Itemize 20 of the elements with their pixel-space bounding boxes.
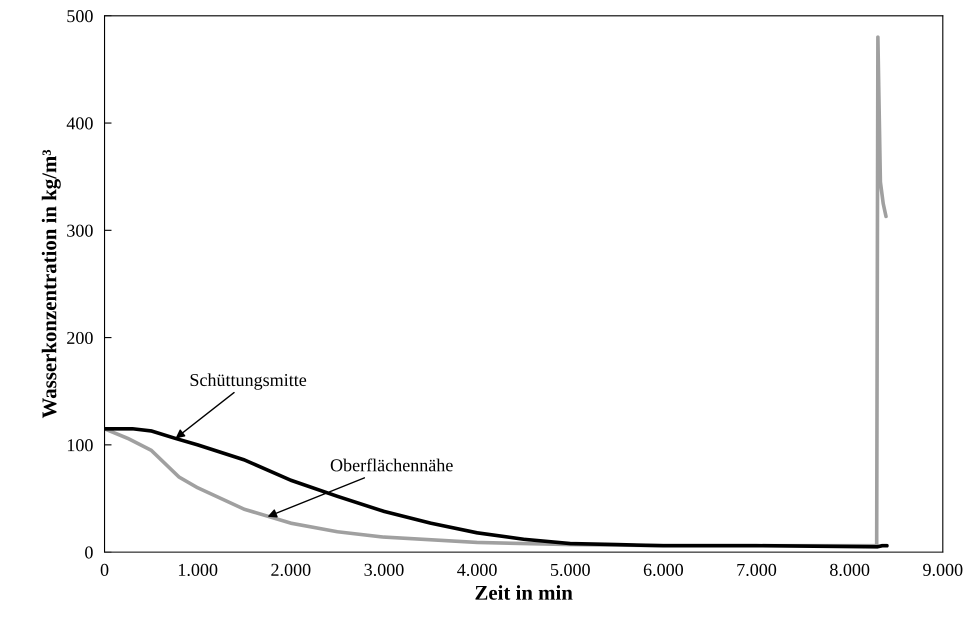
- x-tick-label: 7.000: [737, 564, 776, 576]
- annotation: Schüttungsmitte: [190, 373, 306, 390]
- y-tick-label: 200: [67, 332, 93, 344]
- x-tick-label: 2.000: [271, 564, 310, 576]
- y-tick-label: 100: [68, 439, 93, 452]
- x-tick-label: 9.000: [923, 564, 962, 576]
- x-axis-title: Zeit in min: [475, 585, 573, 600]
- y-tick-label: 300: [67, 224, 93, 237]
- y-axis-title: Wasserkonzentration in kg/m³: [42, 150, 61, 418]
- x-tick-label: 5.000: [550, 564, 590, 576]
- y-tick-label: 0: [85, 546, 93, 559]
- annotation: Oberflächennähe: [330, 458, 453, 472]
- x-tick-label: 3.000: [364, 564, 404, 576]
- x-tick-label: 6.000: [644, 564, 684, 576]
- y-tick-label: 500: [67, 10, 93, 22]
- x-tick-label: 0: [100, 564, 108, 576]
- y-tick-label: 400: [66, 117, 93, 130]
- x-tick-label: 8.000: [830, 564, 870, 576]
- x-tick-label: 4.000: [457, 564, 497, 576]
- x-tick-label: 1.000: [178, 564, 218, 576]
